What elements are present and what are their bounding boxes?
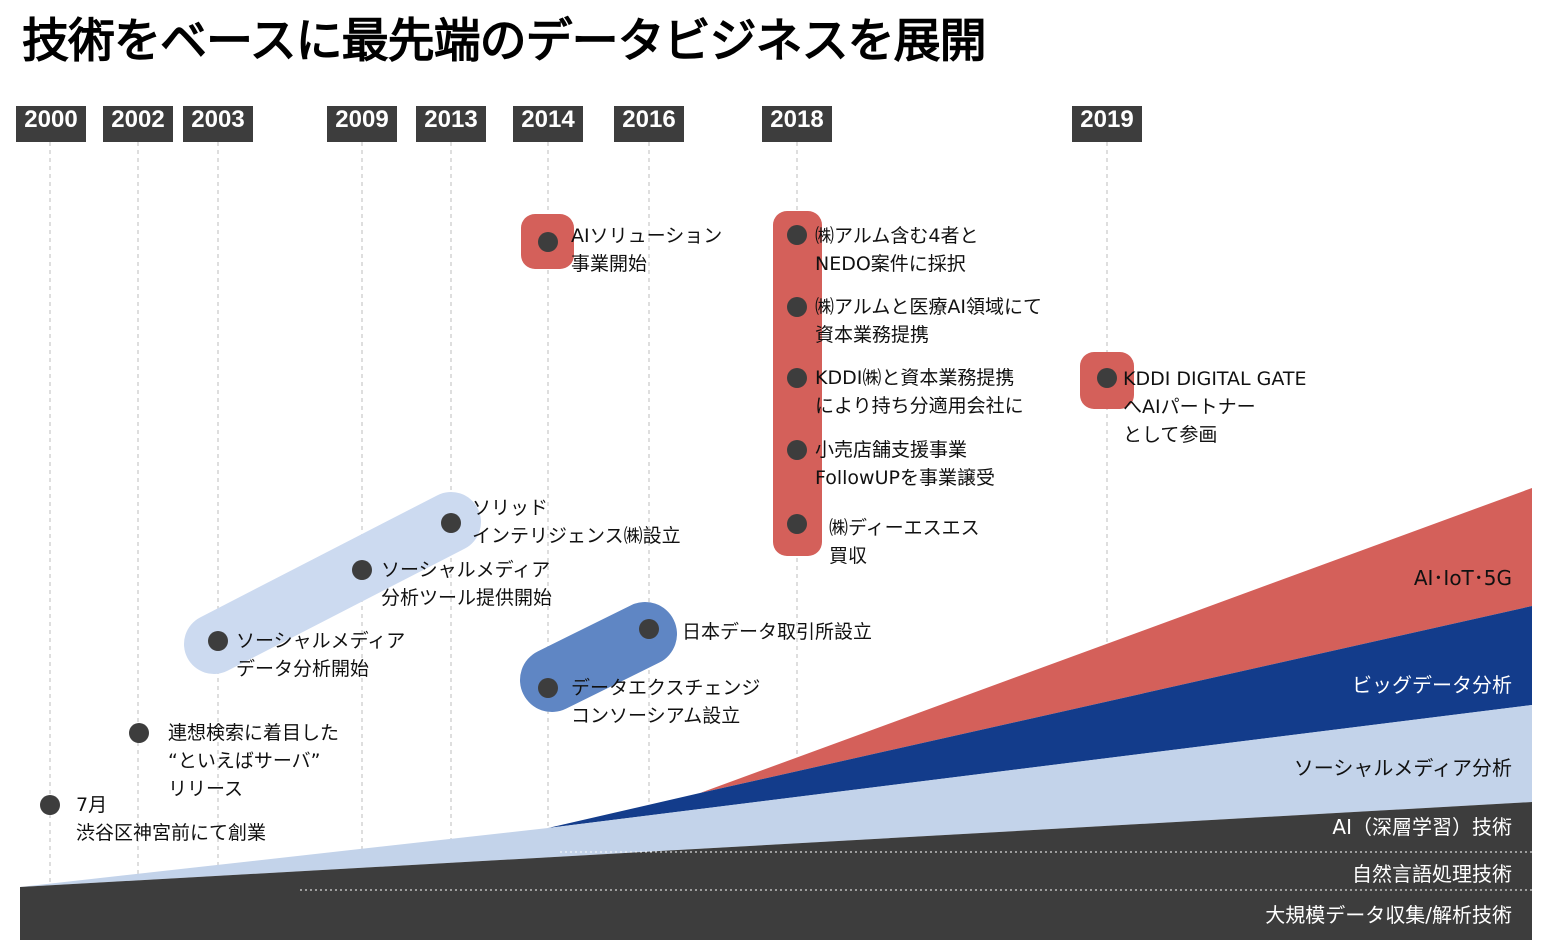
year-2009: 2009 <box>327 106 397 142</box>
event-label-2018-alm: ㈱アルムと医療AI領域にて 資本業務提携 <box>815 293 1042 349</box>
event-label-line: ㈱アルム含む4者と <box>815 225 979 247</box>
event-label-2002: 連想検索に着目した “といえばサーバ” リリース <box>168 719 339 803</box>
event-dot-2019 <box>1097 368 1117 388</box>
event-label-line: AIソリューション <box>571 225 723 247</box>
event-label-2014-ai: AIソリューション 事業開始 <box>571 222 722 278</box>
band-big-data <box>548 606 1532 828</box>
event-label-line: 資本業務提携 <box>815 324 930 346</box>
event-label-line: ソーシャルメディア <box>236 630 406 652</box>
event-label-line: データエクスチェンジ <box>571 677 761 699</box>
event-label-line: リリース <box>168 778 244 800</box>
event-label-2003: ソーシャルメディア データ分析開始 <box>236 627 405 683</box>
event-label-2018-dss: ㈱ディーエスエス 買収 <box>829 514 980 570</box>
year-2000: 2000 <box>16 106 86 142</box>
event-dot-2014-exchange <box>538 678 558 698</box>
event-label-2014-exchange: データエクスチェンジ コンソーシアム設立 <box>571 674 760 730</box>
event-dot-2016 <box>639 619 659 639</box>
event-label-line: “といえばサーバ” <box>168 750 321 772</box>
event-label-line: 買収 <box>829 545 868 567</box>
event-label-2019: KDDI DIGITAL GATE へAIパートナー として参画 <box>1123 365 1307 449</box>
year-2014: 2014 <box>513 106 583 142</box>
event-label-line: へAIパートナー <box>1123 396 1256 418</box>
year-2013: 2013 <box>416 106 486 142</box>
band-label-nlp: 自然言語処理技術 <box>1352 862 1512 886</box>
event-label-line: コンソーシアム設立 <box>571 705 741 727</box>
highlight-data-exchange <box>520 602 677 712</box>
event-dot-2018-nedo <box>787 225 807 245</box>
event-dot-2002 <box>129 723 149 743</box>
event-label-line: 7月 <box>76 794 108 816</box>
event-label-2013: ソリッド インテリジェンス㈱設立 <box>472 494 681 550</box>
event-label-line: ソーシャルメディア <box>381 559 551 581</box>
event-dot-2018-alm <box>787 297 807 317</box>
page-title: 技術をベースに最先端のデータビジネスを展開 <box>22 14 987 69</box>
band-label-social-media: ソーシャルメディア分析 <box>1293 756 1512 780</box>
event-label-2016: 日本データ取引所設立 <box>682 618 872 646</box>
event-label-line: により持ち分適用会社に <box>815 395 1024 417</box>
event-label-line: ㈱アルムと医療AI領域にて <box>815 296 1043 318</box>
year-2002: 2002 <box>103 106 173 142</box>
band-label-big-data-collection: 大規模データ収集/解析技術 <box>1265 903 1512 927</box>
event-dot-2014-ai <box>538 232 558 252</box>
year-2019: 2019 <box>1072 106 1142 142</box>
event-label-line: 小売店舗支援事業 <box>815 439 968 461</box>
event-label-2018-kddi: KDDI㈱と資本業務提携 により持ち分適用会社に <box>815 364 1024 420</box>
event-label-2018-followup: 小売店舗支援事業 FollowUPを事業譲受 <box>815 436 995 492</box>
event-label-line: KDDI DIGITAL GATE <box>1123 368 1307 390</box>
band-ai-iot-5g <box>700 488 1532 793</box>
event-label-line: ㈱ディーエスエス <box>829 517 980 539</box>
event-label-2018-nedo: ㈱アルム含む4者と NEDO案件に採択 <box>815 222 979 278</box>
event-label-line: ソリッド <box>472 497 549 519</box>
event-label-line: NEDO案件に採択 <box>815 253 966 275</box>
event-label-line: 連想検索に着目した <box>168 722 340 744</box>
event-label-line: として参画 <box>1123 424 1218 446</box>
event-dot-2003 <box>208 631 228 651</box>
event-label-2000: 7月 渋谷区神宮前にて創業 <box>76 791 266 847</box>
band-label-ai-iot-5g: AI･IoT･5G <box>1413 566 1512 590</box>
event-label-line: データ分析開始 <box>236 658 370 680</box>
highlight-social-media-era <box>184 492 481 674</box>
event-dot-2009 <box>352 560 372 580</box>
year-2016: 2016 <box>614 106 684 142</box>
year-2018: 2018 <box>762 106 832 142</box>
band-social-media <box>20 705 1532 887</box>
band-base-technologies <box>20 802 1532 940</box>
event-dot-2000 <box>40 795 60 815</box>
event-dot-2018-dss <box>787 514 807 534</box>
event-label-line: 分析ツール提供開始 <box>381 587 553 609</box>
event-label-line: 渋谷区神宮前にて創業 <box>76 822 267 844</box>
band-label-big-data: ビッグデータ分析 <box>1352 673 1512 697</box>
event-label-line: KDDI㈱と資本業務提携 <box>815 367 1015 389</box>
event-label-line: FollowUPを事業譲受 <box>815 467 995 489</box>
event-dot-2013 <box>441 513 461 533</box>
event-label-line: 日本データ取引所設立 <box>682 621 873 643</box>
year-2003: 2003 <box>183 106 253 142</box>
event-label-line: インテリジェンス㈱設立 <box>472 525 681 547</box>
event-label-2009: ソーシャルメディア 分析ツール提供開始 <box>381 556 552 612</box>
event-label-line: 事業開始 <box>571 253 648 275</box>
event-dot-2018-kddi <box>787 368 807 388</box>
event-dot-2018-followup <box>787 440 807 460</box>
band-label-deep-learning: AI（深層学習）技術 <box>1332 815 1512 839</box>
